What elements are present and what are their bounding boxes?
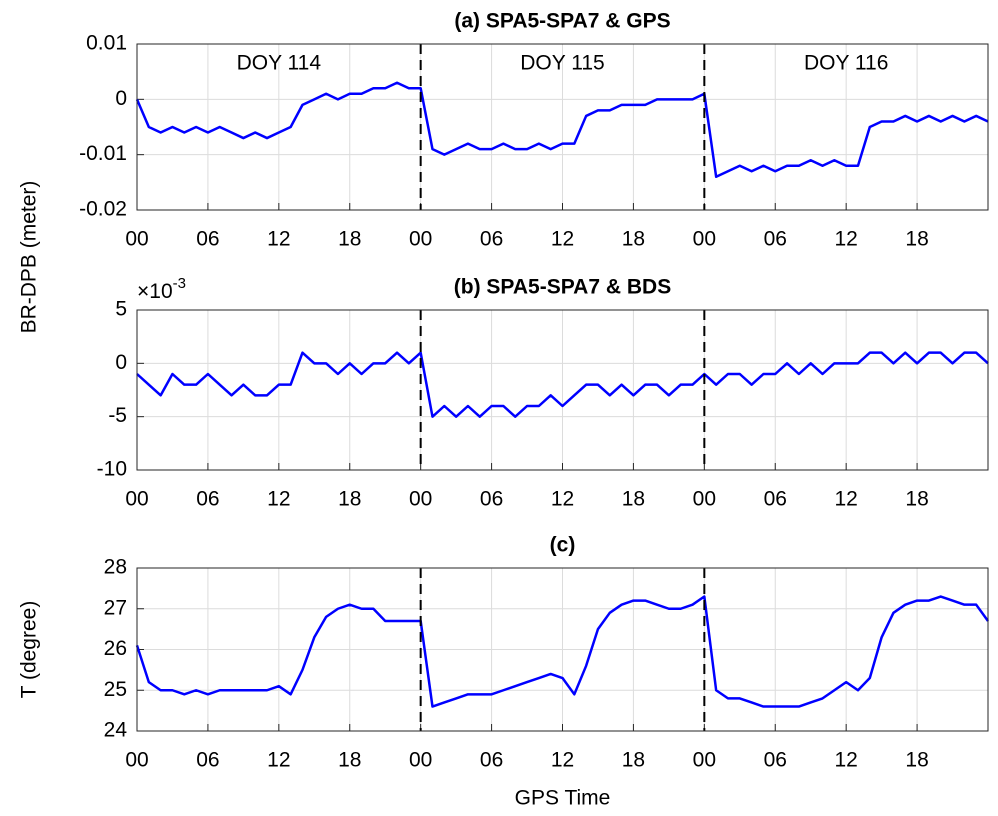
- data-line: [136, 351, 989, 418]
- data-line: [135, 595, 990, 708]
- x-tick-label: 00: [125, 488, 148, 511]
- x-tick-label: 18: [338, 488, 361, 511]
- axes-frame: [136, 567, 989, 732]
- exponent-base: ×10: [137, 280, 173, 303]
- x-tick-label: 12: [834, 228, 857, 251]
- x-tick-label: 06: [196, 228, 219, 251]
- chart-title: (a) SPA5-SPA7 & GPS: [454, 10, 670, 33]
- x-tick-label: 00: [409, 488, 432, 511]
- x-tick-label: 00: [409, 228, 432, 251]
- x-tick-label: 00: [693, 749, 716, 772]
- axes-frame: [136, 43, 989, 211]
- x-tick-label: 06: [196, 488, 219, 511]
- x-tick-label: 12: [267, 228, 290, 251]
- chart-title: (b) SPA5-SPA7 & BDS: [454, 276, 671, 299]
- x-tick-label: 06: [480, 228, 503, 251]
- x-tick-label: 06: [764, 749, 787, 772]
- x-tick-label: 00: [693, 228, 716, 251]
- x-tick-label: 18: [622, 488, 645, 511]
- x-tick-label: 12: [834, 749, 857, 772]
- annotation: DOY 114: [237, 52, 322, 75]
- chart-title: (c): [550, 534, 576, 557]
- y-tick-label: 5: [115, 298, 127, 321]
- y-tick-label: 28: [104, 556, 127, 579]
- y-tick-label: 26: [104, 637, 127, 660]
- y-tick-label: -0.02: [79, 198, 127, 221]
- axis-exponent: ×10-3: [137, 275, 186, 303]
- x-tick-label: 12: [551, 228, 574, 251]
- exponent-power: -3: [173, 275, 186, 292]
- y-tick-label: 27: [104, 596, 127, 619]
- x-tick-label: 00: [125, 749, 148, 772]
- y-tick-label: -0.01: [79, 142, 127, 165]
- x-tick-label: 06: [480, 488, 503, 511]
- x-axis-label: GPS Time: [515, 787, 611, 810]
- x-tick-label: 06: [480, 749, 503, 772]
- x-tick-label: 18: [338, 749, 361, 772]
- x-tick-label: 12: [834, 488, 857, 511]
- x-tick-label: 00: [693, 488, 716, 511]
- x-tick-label: 00: [125, 228, 148, 251]
- y-axis-label: T (degree): [18, 601, 41, 699]
- axes-frame: [136, 309, 989, 471]
- annotation: DOY 115: [520, 52, 604, 75]
- x-tick-label: 18: [905, 749, 928, 772]
- y-tick-label: 25: [104, 678, 127, 701]
- x-tick-label: 18: [905, 228, 928, 251]
- y-tick-label: 24: [104, 719, 128, 742]
- y-tick-label: -5: [108, 404, 127, 427]
- y-axis-label: BR-DPB (meter): [18, 181, 41, 334]
- x-tick-label: 06: [764, 228, 787, 251]
- x-tick-label: 00: [409, 749, 432, 772]
- x-tick-label: 18: [622, 749, 645, 772]
- x-tick-label: 12: [267, 488, 290, 511]
- x-tick-label: 06: [196, 749, 219, 772]
- annotation: DOY 116: [804, 52, 888, 75]
- x-tick-label: 18: [622, 228, 645, 251]
- x-tick-label: 12: [551, 488, 574, 511]
- data-line: [135, 81, 989, 179]
- x-tick-label: 06: [764, 488, 787, 511]
- y-tick-label: 0: [115, 351, 127, 374]
- y-tick-label: -10: [97, 458, 127, 481]
- x-tick-label: 18: [905, 488, 928, 511]
- x-tick-label: 18: [338, 228, 361, 251]
- x-tick-label: 12: [551, 749, 574, 772]
- x-tick-label: 12: [267, 749, 290, 772]
- y-tick-label: 0.01: [86, 32, 127, 55]
- y-tick-label: 0: [115, 87, 127, 110]
